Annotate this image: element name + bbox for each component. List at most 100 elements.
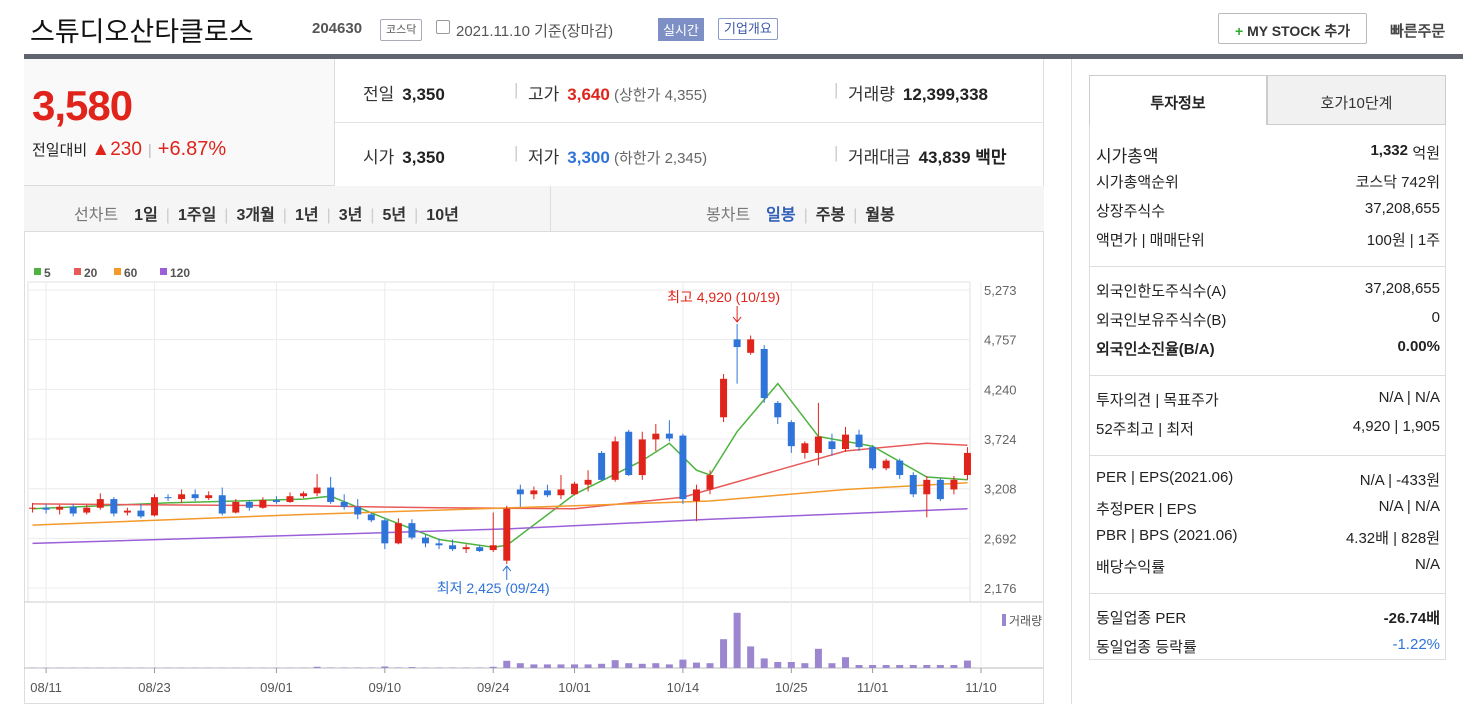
legend-label: 20 bbox=[84, 266, 98, 280]
candle-body bbox=[327, 487, 335, 502]
period-item[interactable]: 1년 bbox=[294, 207, 319, 224]
candle-body bbox=[29, 507, 37, 509]
candle-body bbox=[42, 507, 50, 510]
market-badge: 코스닥 bbox=[380, 19, 423, 41]
info-value: 37,208,655 bbox=[1364, 280, 1440, 297]
period-item[interactable]: 3년 bbox=[338, 207, 363, 224]
info-label: 외국인소진율(B/A) bbox=[1096, 341, 1215, 358]
line-periods: 선차트 1일 | 1주일 | 3개월 | 1년 | 3년 | 5년 | 10년 bbox=[66, 201, 467, 225]
info-label: PER | EPS(2021.06) bbox=[1096, 469, 1234, 486]
period-sep: | bbox=[165, 207, 170, 224]
period-item[interactable]: 1일 bbox=[134, 207, 158, 224]
quote-unit: 백만 bbox=[975, 148, 1007, 167]
change-label: 전일대비 bbox=[32, 142, 88, 159]
candle-body bbox=[530, 490, 538, 495]
period-item[interactable]: 일봉 bbox=[766, 207, 796, 224]
period-bar bbox=[24, 186, 1044, 232]
tab[interactable]: 투자정보 bbox=[1089, 75, 1267, 125]
info-unit: 억원 bbox=[1412, 145, 1440, 162]
candle-body bbox=[421, 537, 429, 544]
ma-line bbox=[32, 507, 968, 545]
candle-body bbox=[150, 497, 158, 516]
quick-order[interactable]: 빠른주문 bbox=[1390, 23, 1446, 40]
candle-body bbox=[828, 441, 836, 450]
candle-body bbox=[449, 545, 457, 550]
volume-bar bbox=[923, 665, 931, 668]
candle-body bbox=[963, 452, 971, 476]
candle-body bbox=[571, 483, 579, 495]
low-annotation: 최저 2,425 (09/24) bbox=[437, 580, 550, 596]
sub-value: 2,345 bbox=[664, 150, 703, 167]
info-row: 투자의견 | 목표주가 N/A | N/A bbox=[1096, 389, 1440, 413]
period-item[interactable]: 3개월 bbox=[236, 207, 275, 224]
volume-bar bbox=[557, 664, 565, 668]
y-tick-label: 2,176 bbox=[984, 581, 1017, 596]
quote: | 거래대금 43,839 백만 bbox=[834, 143, 1007, 168]
info-row: 액면가 | 매매단위 100원 | 1주 bbox=[1096, 229, 1440, 253]
info-row: 배당수익률 N/A bbox=[1096, 556, 1440, 580]
legend-label: 120 bbox=[170, 266, 190, 280]
x-tick-label: 09/01 bbox=[260, 680, 293, 695]
legend-swatch bbox=[34, 268, 41, 275]
period-item[interactable]: 5년 bbox=[382, 207, 407, 224]
volume-bar bbox=[503, 660, 511, 668]
candle-body bbox=[164, 497, 172, 499]
ma-line bbox=[32, 481, 968, 526]
period-separator bbox=[550, 186, 551, 232]
candle-body bbox=[787, 422, 795, 447]
quote-value: 3,300 bbox=[567, 148, 610, 167]
volume-bar bbox=[733, 612, 741, 668]
realtime-button[interactable]: 실시간 bbox=[658, 18, 704, 41]
candle-body bbox=[408, 523, 416, 538]
info-row: 동일업종 등락률 -1.22% bbox=[1096, 636, 1440, 660]
candle-body bbox=[720, 378, 728, 418]
volume-bar bbox=[692, 662, 700, 668]
period-item[interactable]: 10년 bbox=[426, 207, 459, 224]
period-label: 선차트 bbox=[74, 207, 119, 224]
candle-body bbox=[367, 514, 375, 521]
overview-button[interactable]: 기업개요 bbox=[718, 18, 778, 40]
period-item[interactable]: 월봉 bbox=[865, 207, 895, 224]
volume-bar bbox=[936, 665, 944, 668]
tab[interactable]: 호가10단계 bbox=[1267, 75, 1446, 125]
volume-bar bbox=[598, 663, 606, 668]
x-tick-label: 08/23 bbox=[138, 680, 171, 695]
candle-body bbox=[638, 439, 646, 476]
section-separator bbox=[1089, 593, 1446, 594]
volume-bar bbox=[814, 648, 822, 668]
legend-label: 5 bbox=[44, 266, 51, 280]
info-row: 동일업종 PER -26.74배 bbox=[1096, 607, 1440, 631]
candle-body bbox=[692, 489, 700, 502]
period-item[interactable]: 1주일 bbox=[177, 207, 217, 224]
candle-body bbox=[733, 339, 741, 348]
mystock-label: MY STOCK 추가 bbox=[1247, 23, 1351, 39]
candle-body bbox=[665, 433, 673, 439]
x-tick-label: 08/11 bbox=[30, 680, 62, 695]
candle-body bbox=[801, 443, 809, 453]
candle-body bbox=[178, 494, 186, 500]
info-row: 52주최고 | 최저 4,920 | 1,905 bbox=[1096, 418, 1440, 442]
quote-value: 3,640 bbox=[567, 85, 610, 104]
x-tick-label: 11/10 bbox=[965, 680, 997, 695]
candle-body bbox=[882, 460, 890, 469]
candle-body bbox=[950, 479, 958, 490]
candle-body bbox=[96, 499, 104, 508]
candle-periods: 봉차트 일봉 | 주봉 | 월봉 bbox=[698, 201, 903, 225]
mystock-button[interactable]: + MY STOCK 추가 bbox=[1218, 13, 1367, 44]
x-tick-label: 11/01 bbox=[857, 680, 889, 695]
y-tick-label: 3,724 bbox=[984, 432, 1017, 447]
info-row: 상장주식수 37,208,655 bbox=[1096, 200, 1440, 224]
ma-line bbox=[32, 382, 968, 548]
candle-body bbox=[842, 434, 850, 450]
x-tick-label: 09/24 bbox=[477, 680, 510, 695]
period-item[interactable]: 주봉 bbox=[815, 207, 846, 224]
quote-separator: | bbox=[834, 143, 839, 162]
x-tick-label: 09/10 bbox=[369, 680, 402, 695]
info-value: 4.32배 | 828원 bbox=[1345, 530, 1440, 547]
volume-bar bbox=[313, 666, 321, 668]
candle-body bbox=[679, 435, 687, 500]
quote-separator: | bbox=[514, 143, 519, 162]
candle-body bbox=[205, 495, 213, 499]
info-row: 외국인소진율(B/A) 0.00% bbox=[1096, 338, 1440, 362]
